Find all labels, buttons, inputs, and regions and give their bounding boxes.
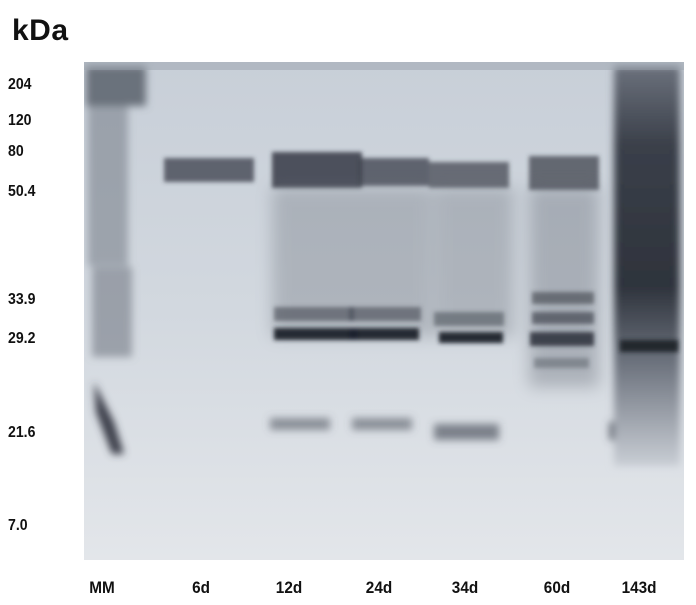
lane-label-60d: 60d [543, 578, 571, 597]
mw-label-204: 204 [8, 76, 32, 93]
lane-label-mm: MM [89, 578, 115, 597]
mw-label-7-0: 7.0 [8, 517, 28, 534]
mw-label-33-9: 33.9 [8, 291, 36, 308]
mw-label-29-2: 29.2 [8, 330, 36, 347]
mw-label-21-6: 21.6 [8, 424, 36, 441]
gel-image [84, 62, 684, 560]
lane-143d-smear [614, 66, 680, 466]
mw-label-80: 80 [8, 143, 24, 160]
mid-bands [274, 292, 594, 368]
lane-label-6d: 6d [192, 578, 210, 597]
marker-lane [86, 66, 146, 454]
unit-label: kDa [12, 14, 69, 47]
mw-label-120: 120 [8, 112, 32, 129]
mw-label-50-4: 50.4 [8, 183, 36, 200]
lane-label-143d: 143d [621, 578, 657, 597]
upper-bands [164, 152, 599, 190]
lane-label-12d: 12d [275, 578, 303, 597]
lane-label-24d: 24d [365, 578, 393, 597]
gel-electrophoresis-picture [84, 62, 684, 560]
lane-label-34d: 34d [451, 578, 479, 597]
